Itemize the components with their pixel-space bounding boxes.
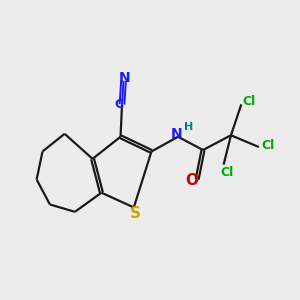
Text: O: O (185, 173, 198, 188)
Text: N: N (119, 71, 131, 85)
Text: H: H (184, 122, 193, 132)
Text: S: S (130, 206, 141, 221)
Text: Cl: Cl (261, 139, 274, 152)
Text: Cl: Cl (220, 167, 233, 179)
Text: N: N (171, 127, 182, 141)
Text: Cl: Cl (242, 95, 255, 108)
Text: C: C (115, 98, 124, 111)
